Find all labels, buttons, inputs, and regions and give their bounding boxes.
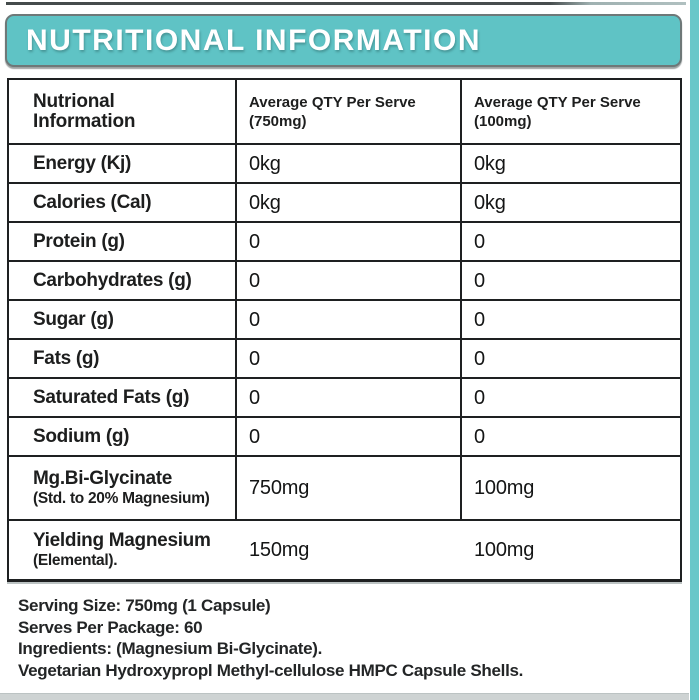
row-value-750: 0kg [249, 152, 281, 175]
row-value-750-cell: 0kg [235, 184, 460, 221]
row-value-100-cell: 0 [460, 301, 680, 338]
row-label-cell: Saturated Fats (g) [9, 379, 235, 416]
row-value-100-cell: 0 [460, 379, 680, 416]
nutrition-table: Nutrional Information Average QTY Per Se… [7, 78, 682, 582]
right-teal-strip [690, 0, 699, 700]
row-value-750: 0 [249, 269, 260, 292]
serving-size-line: Serving Size: 750mg (1 Capsule) [18, 596, 271, 615]
row-value-100: 0 [474, 308, 485, 331]
row-label: Yielding Magnesium [33, 530, 211, 551]
serves-per-package-line: Serves Per Package: 60 [18, 617, 203, 637]
header-cell-nutritional-information: Nutrional Information [9, 80, 235, 143]
row-value-750-cell: 0 [235, 340, 460, 377]
top-edge-line [6, 2, 686, 5]
table-row-energy: Energy (Kj) 0kg 0kg [9, 143, 680, 182]
row-value-750: 0kg [249, 191, 281, 214]
row-value-100-cell: 0 [460, 340, 680, 377]
header-col1-line1: Nutrional [33, 90, 115, 112]
table-row-carbohydrates: Carbohydrates (g) 0 0 [9, 260, 680, 299]
row-value-750-cell: 0 [235, 223, 460, 260]
row-value-750-cell: 0 [235, 379, 460, 416]
table-row-mg-bi-glycinate: Mg.Bi-Glycinate (Std. to 20% Magnesium) … [9, 455, 680, 519]
footer-notes: Serving Size: 750mg (1 Capsule) Serves P… [18, 595, 678, 682]
row-label: Fats (g) [33, 348, 100, 369]
bottom-edge-strip [0, 693, 689, 700]
row-value-750: 0 [249, 308, 260, 331]
row-label: Mg.Bi-Glycinate [33, 468, 173, 489]
row-label-cell: Mg.Bi-Glycinate (Std. to 20% Magnesium) [9, 457, 235, 519]
row-value-750: 0 [249, 347, 260, 370]
row-label: Calories (Cal) [33, 192, 152, 213]
row-value-100: 0 [474, 230, 485, 253]
row-value-750-cell: 750mg [235, 457, 460, 519]
row-value-100-cell: 0 [460, 418, 680, 455]
capsule-shells-line: Vegetarian Hydroxypropl Methyl-cellulose… [18, 661, 524, 681]
row-value-100-cell: 0kg [460, 145, 680, 182]
row-label: Sodium (g) [33, 426, 130, 447]
header-col2-line1: Average QTY Per Serve [249, 93, 416, 111]
header-col3-line1: Average QTY Per Serve [474, 93, 641, 111]
table-row-yielding-magnesium: Yielding Magnesium (Elemental). 150mg 10… [9, 519, 680, 579]
row-value-100: 0 [474, 347, 485, 370]
table-row-sodium: Sodium (g) 0 0 [9, 416, 680, 455]
row-value-100-cell: 0 [460, 223, 680, 260]
banner-title: NUTRITIONAL INFORMATION [26, 23, 482, 57]
row-value-750-cell: 0 [235, 301, 460, 338]
row-value-750-cell: 0kg [235, 145, 460, 182]
table-row-calories: Calories (Cal) 0kg 0kg [9, 182, 680, 221]
row-value-100: 0 [474, 386, 485, 409]
header-col1-line2: Information [33, 110, 136, 132]
row-label: Energy (Kj) [33, 153, 132, 174]
row-label-cell: Sugar (g) [9, 301, 235, 338]
row-sublabel: (Std. to 20% Magnesium) [33, 490, 210, 507]
header-col3-line2: (100mg) [474, 112, 532, 130]
row-value-100: 0 [474, 425, 485, 448]
row-value-100: 0kg [474, 191, 506, 214]
row-value-750: 0 [249, 425, 260, 448]
table-header-row: Nutrional Information Average QTY Per Se… [9, 80, 680, 143]
row-value-100: 100mg [474, 539, 535, 561]
banner: NUTRITIONAL INFORMATION [5, 14, 682, 67]
row-label-cell: Carbohydrates (g) [9, 262, 235, 299]
header-cell-per-serve-100: Average QTY Per Serve (100mg) [460, 80, 680, 143]
row-value-100: 0 [474, 269, 485, 292]
row-value-750-cell: 0 [235, 418, 460, 455]
table-row-saturated-fats: Saturated Fats (g) 0 0 [9, 377, 680, 416]
ingredients-line: Ingredients: (Magnesium Bi-Glycinate). [18, 639, 323, 659]
row-value-750: 0 [249, 386, 260, 409]
row-label-cell: Calories (Cal) [9, 184, 235, 221]
row-label-cell: Yielding Magnesium (Elemental). [9, 521, 235, 579]
row-label-cell: Sodium (g) [9, 418, 235, 455]
table-row-sugar: Sugar (g) 0 0 [9, 299, 680, 338]
row-value-750-cell: 0 [235, 262, 460, 299]
row-value-100-cell: 100mg [460, 521, 680, 579]
table-row-fats: Fats (g) 0 0 [9, 338, 680, 377]
row-value-100-cell: 0kg [460, 184, 680, 221]
row-value-100: 100mg [474, 477, 535, 499]
row-label-cell: Protein (g) [9, 223, 235, 260]
row-label-cell: Fats (g) [9, 340, 235, 377]
row-value-750: 0 [249, 230, 260, 253]
header-cell-per-serve-750: Average QTY Per Serve (750mg) [235, 80, 460, 143]
row-value-100-cell: 100mg [460, 457, 680, 519]
row-value-750-cell: 150mg [235, 521, 460, 579]
row-value-100: 0kg [474, 152, 506, 175]
row-label: Protein (g) [33, 231, 125, 252]
header-col2-line2: (750mg) [249, 112, 307, 130]
row-label: Sugar (g) [33, 309, 114, 330]
row-value-750: 150mg [249, 539, 310, 561]
row-label-cell: Energy (Kj) [9, 145, 235, 182]
row-value-100-cell: 0 [460, 262, 680, 299]
row-value-750: 750mg [249, 477, 310, 499]
row-label: Saturated Fats (g) [33, 387, 190, 408]
row-label: Carbohydrates (g) [33, 270, 192, 291]
row-sublabel: (Elemental). [33, 552, 118, 569]
table-row-protein: Protein (g) 0 0 [9, 221, 680, 260]
